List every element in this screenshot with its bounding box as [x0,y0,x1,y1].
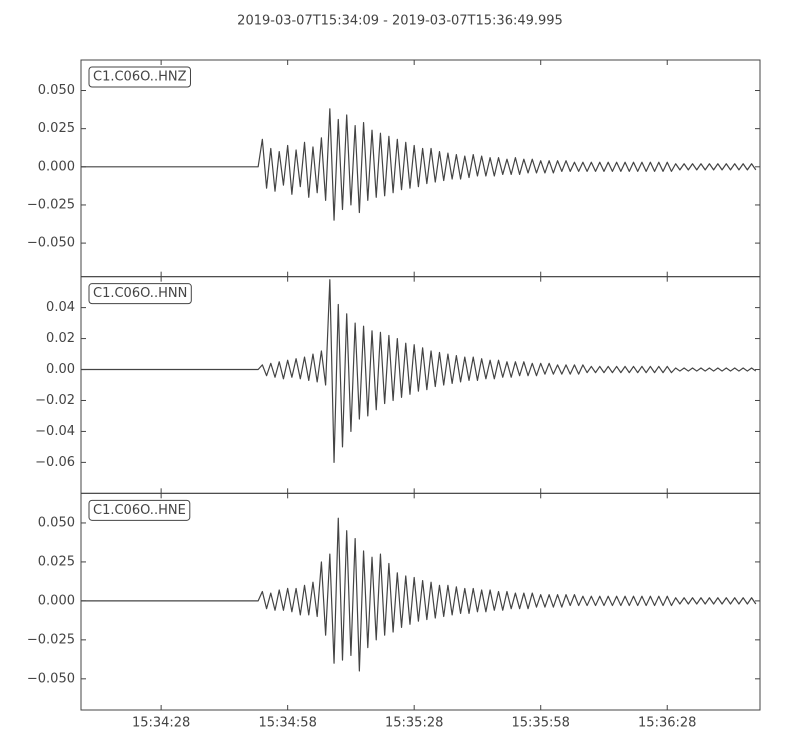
waveform [81,108,757,221]
y-tick-label: 0.000 [38,593,75,608]
y-tick-label: 0.025 [38,121,75,136]
trace-label-box [88,283,192,305]
waveform [81,517,757,672]
x-tick-label: 15:35:58 [512,716,570,731]
x-tick-label: 15:35:28 [385,716,443,731]
y-tick-label: 0.050 [38,83,75,98]
trace-label-box [88,499,191,521]
plot-frame [80,492,761,711]
y-tick-label: 0.04 [46,300,75,315]
trace-label-box [88,66,191,88]
y-tick-label: 0.025 [38,554,75,569]
x-tick-label: 15:34:28 [132,716,190,731]
y-tick-label: −0.050 [27,671,75,686]
trace-label: C1.C06O..HNZ [93,70,187,85]
y-tick-label: −0.050 [27,236,75,251]
x-tick-label: 15:34:58 [258,716,316,731]
y-tick-label: 0.000 [38,159,75,174]
y-tick-label: 0.02 [46,331,75,346]
y-tick-label: 0.00 [46,362,75,377]
waveform [81,279,757,463]
y-tick-label: −0.025 [27,197,75,212]
y-tick-label: −0.025 [27,632,75,647]
trace-label: C1.C06O..HNN [93,286,187,301]
x-tick-label: 15:36:28 [638,716,696,731]
trace-label: C1.C06O..HNE [93,503,186,518]
y-tick-label: −0.06 [35,455,75,470]
y-tick-label: −0.04 [35,424,75,439]
chart-title: 2019-03-07T15:34:09 - 2019-03-07T15:36:4… [237,14,563,29]
y-tick-label: −0.02 [35,393,75,408]
y-tick-label: 0.050 [38,515,75,530]
